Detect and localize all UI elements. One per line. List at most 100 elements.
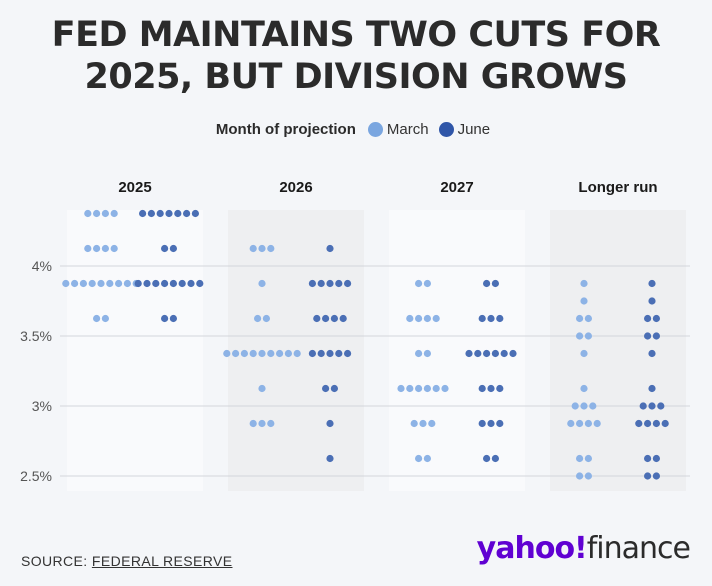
legend-swatch-june [438, 122, 454, 137]
dot-march [79, 279, 87, 288]
dot-june [326, 454, 334, 463]
legend-title: Month of projection [215, 121, 356, 138]
dot-june [161, 279, 169, 288]
dot-march [106, 279, 114, 288]
dot-march [593, 419, 601, 428]
dot-march [584, 454, 593, 463]
dot-june [165, 209, 173, 218]
dot-march [428, 419, 436, 428]
dot-march [576, 314, 584, 323]
panel-label: Longer run [578, 179, 657, 196]
dot-june [161, 244, 169, 253]
dot-june [147, 209, 155, 218]
dot-march [97, 279, 105, 288]
dot-march [576, 419, 584, 428]
dot-march [93, 209, 101, 218]
dot-june [483, 454, 491, 463]
dot-march [88, 279, 96, 288]
dot-june [652, 472, 661, 480]
dot-march [223, 349, 231, 358]
dot-june [169, 279, 177, 288]
dot-march [576, 454, 584, 463]
legend-label-june: June [457, 121, 491, 138]
dot-june [139, 209, 147, 218]
dot-march [293, 349, 301, 358]
dot-march [584, 419, 593, 428]
y-tick-label: 3.5% [20, 328, 52, 344]
dot-june [648, 349, 656, 358]
dot-march [267, 244, 275, 253]
dot-march [571, 402, 579, 410]
dot-march [84, 244, 92, 253]
source-prefix: SOURCE: [21, 553, 92, 569]
dot-march [276, 349, 284, 358]
dot-june [635, 419, 643, 428]
dot-march [576, 472, 584, 480]
dot-march [267, 349, 275, 358]
dot-june [491, 454, 499, 463]
dot-march [423, 454, 431, 463]
dot-march [249, 349, 257, 358]
dot-march [441, 384, 449, 393]
dot-march [101, 244, 109, 253]
dot-march [258, 349, 266, 358]
dot-june [478, 384, 486, 393]
dot-march [258, 279, 266, 288]
source-link[interactable]: FEDERAL RESERVE [91, 553, 233, 569]
dot-june [326, 244, 334, 253]
dot-march [580, 279, 588, 288]
dot-march [284, 349, 292, 358]
dot-march [84, 209, 92, 218]
dot-march [415, 384, 423, 393]
logo-brand: yahoo! [476, 531, 588, 566]
dot-march [240, 349, 248, 358]
dot-june [174, 209, 182, 218]
panel-background [67, 210, 203, 491]
dot-june [308, 279, 316, 288]
dot-march [93, 244, 101, 253]
dot-june [644, 454, 652, 463]
dot-march [262, 314, 270, 323]
dot-june [335, 279, 343, 288]
dot-march [423, 314, 431, 323]
dot-june [644, 332, 652, 340]
dot-june [344, 279, 352, 288]
dot-june [644, 472, 652, 480]
yahoo-finance-logo: yahoo!finance [476, 531, 691, 566]
dot-march [71, 279, 79, 288]
legend: Month of projection March June [0, 121, 712, 138]
y-tick-label: 4% [32, 258, 52, 274]
dot-march [415, 454, 423, 463]
dot-june [152, 279, 160, 288]
dot-june [509, 349, 517, 358]
source-note: SOURCE: FEDERAL RESERVE [21, 553, 233, 569]
dot-march [110, 209, 118, 218]
dot-june [335, 349, 343, 358]
dot-june [652, 419, 661, 428]
panel-background [550, 210, 686, 491]
dot-march [584, 332, 593, 340]
dot-march [576, 332, 584, 340]
dot-june [478, 314, 486, 323]
dot-june [639, 402, 647, 410]
dot-june [483, 279, 491, 288]
dot-june [313, 314, 321, 323]
dot-march [267, 419, 275, 428]
dot-june [648, 279, 656, 288]
dot-march [101, 314, 109, 323]
dot-june [661, 419, 669, 428]
legend-label-march: March [386, 121, 429, 138]
dot-march [423, 384, 431, 393]
dot-june [326, 349, 334, 358]
dot-june [487, 384, 495, 393]
chart-title: FED MAINTAINS TWO CUTS FOR 2025, BUT DIV… [0, 14, 712, 98]
dot-march [249, 419, 257, 428]
dot-march [584, 472, 593, 480]
dot-march [232, 349, 240, 358]
dot-march [62, 279, 70, 288]
dot-march [415, 279, 423, 288]
dot-march [397, 384, 405, 393]
dot-march [580, 297, 588, 305]
dot-june [308, 349, 316, 358]
